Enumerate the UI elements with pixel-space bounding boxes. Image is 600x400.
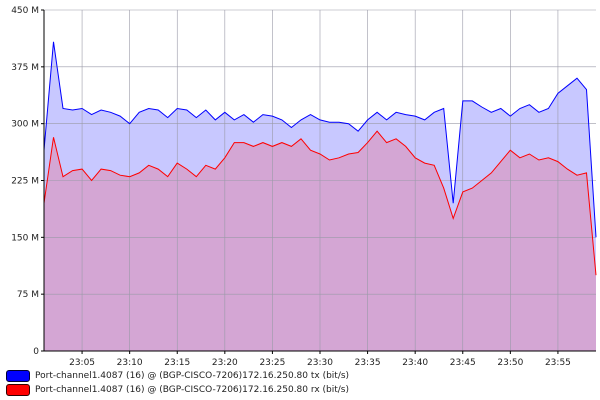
legend-label-tx: Port-channel1.4087 (16) @ (BGP-CISCO-720… bbox=[35, 371, 350, 381]
x-tick-label-5: 23:30 bbox=[307, 358, 333, 368]
y-tick-label-0: 0 bbox=[33, 347, 39, 357]
legend-swatch-rx bbox=[6, 384, 30, 396]
y-tick-label-2: 150 M bbox=[11, 233, 39, 243]
grid-lines bbox=[44, 9, 596, 351]
x-tick-label-3: 23:20 bbox=[212, 358, 238, 368]
y-tick-label-1: 75 M bbox=[17, 290, 39, 300]
y-tick-label-5: 375 M bbox=[11, 63, 39, 73]
series-line-1 bbox=[43, 130, 597, 276]
x-tick-label-8: 23:45 bbox=[450, 358, 476, 368]
x-tick-label-4: 23:25 bbox=[259, 358, 285, 368]
y-tick-labels: 0 75 M 150 M 225 M 300 M 375 M 450 M bbox=[11, 6, 44, 357]
x-tick-labels: 23:05 23:10 23:15 23:20 23:25 23:30 23:35 23:40… bbox=[69, 351, 571, 368]
series-lines bbox=[43, 41, 597, 276]
x-tick-label-2: 23:15 bbox=[164, 358, 190, 368]
y-tick-label-4: 300 M bbox=[11, 120, 39, 130]
x-tick-label-1: 23:10 bbox=[117, 358, 143, 368]
legend-label-rx: Port-channel1.4087 (16) @ (BGP-CISCO-720… bbox=[35, 385, 349, 395]
y-tick-label-6: 450 M bbox=[11, 6, 39, 16]
legend-swatch-tx bbox=[6, 370, 30, 382]
legend-item-tx: Port-channel1.4087 (16) @ (BGP-CISCO-720… bbox=[6, 370, 349, 382]
x-tick-label-7: 23:40 bbox=[402, 358, 428, 368]
y-tick-label-3: 225 M bbox=[11, 177, 39, 187]
x-tick-label-6: 23:35 bbox=[355, 358, 381, 368]
x-tick-label-0: 23:05 bbox=[69, 358, 95, 368]
x-tick-label-9: 23:50 bbox=[497, 358, 523, 368]
legend-item-rx: Port-channel1.4087 (16) @ (BGP-CISCO-720… bbox=[6, 384, 349, 396]
series-line-0 bbox=[43, 41, 597, 238]
x-tick-label-10: 23:55 bbox=[545, 358, 571, 368]
